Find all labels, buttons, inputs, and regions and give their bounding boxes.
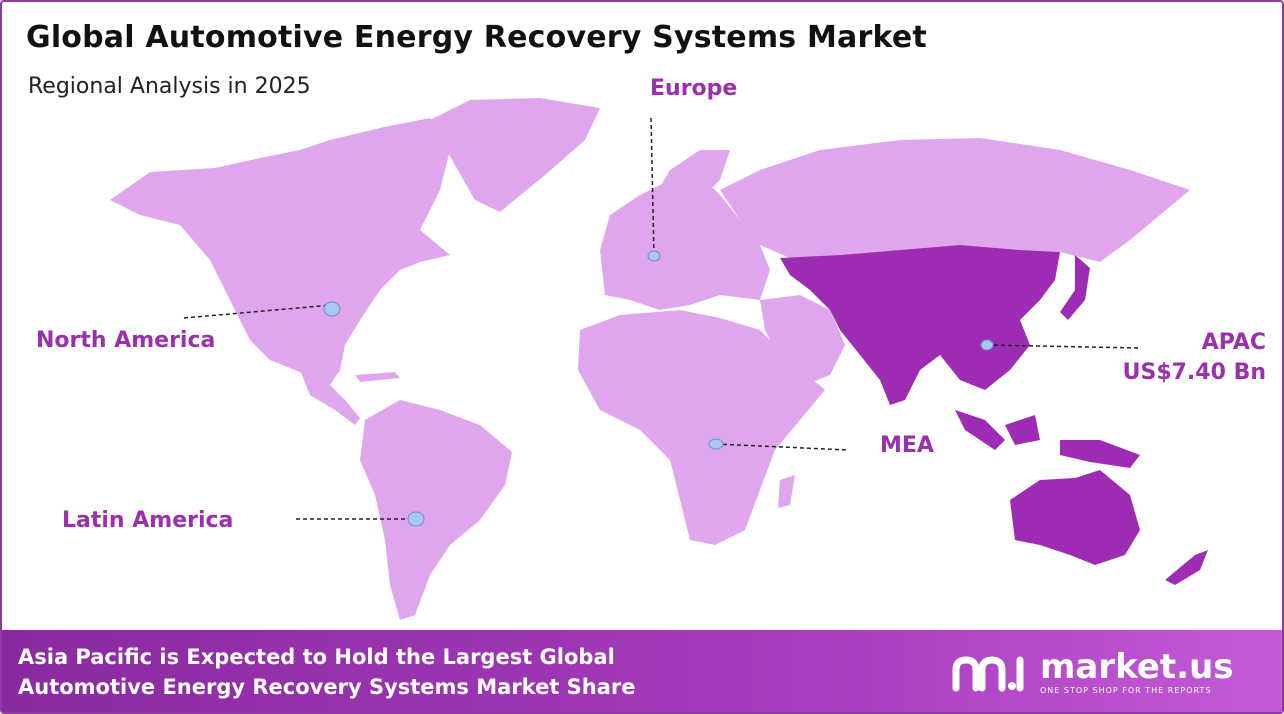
europe-landmass: [600, 175, 770, 310]
brand-logo: market.us ONE STOP SHOP FOR THE REPORTS: [950, 650, 1234, 695]
apac-label: APAC: [1201, 330, 1266, 355]
footer-text: Asia Pacific is Expected to Hold the Lar…: [18, 642, 636, 702]
footer-line-1: Asia Pacific is Expected to Hold the Lar…: [18, 645, 615, 669]
brand-tagline: ONE STOP SHOP FOR THE REPORTS: [1040, 686, 1212, 695]
latin-america-marker: [407, 511, 425, 527]
japan-landmass: [1060, 255, 1090, 320]
europe-label: Europe: [650, 76, 738, 101]
russia-landmass: [720, 138, 1190, 262]
north-america-label: North America: [36, 328, 216, 353]
market-us-logo-icon: [952, 655, 1024, 691]
asia-pacific-landmass: [780, 245, 1060, 405]
africa-landmass: [578, 310, 825, 545]
mea-leader-line: [715, 443, 849, 451]
mea-marker: [708, 438, 724, 450]
apac-marker: [980, 339, 994, 351]
page-title: Global Automotive Energy Recovery System…: [26, 20, 927, 55]
apac-label-group: APAC US$7.40 Bn: [1120, 328, 1266, 388]
page-subtitle: Regional Analysis in 2025: [28, 74, 311, 99]
madagascar-landmass: [778, 475, 795, 508]
caribbean-landmass: [355, 372, 400, 382]
europe-marker: [647, 250, 661, 262]
australia-landmass: [1010, 470, 1140, 565]
southeast-asia-landmass: [955, 410, 1140, 468]
middle-east-landmass: [760, 295, 845, 385]
apac-value: US$7.40 Bn: [1122, 360, 1266, 385]
new-zealand-landmass: [1165, 550, 1208, 585]
europe-leader-line: [650, 117, 655, 257]
north-america-marker: [323, 301, 341, 317]
apac-leader-line: [986, 344, 1141, 349]
central-america-landmass: [300, 370, 360, 425]
north-america-landmass: [110, 118, 450, 385]
uk-landmass: [610, 212, 630, 250]
scandinavia-landmass: [650, 150, 730, 220]
latin-america-label: Latin America: [62, 508, 234, 533]
north-america-leader-line: [183, 304, 333, 319]
footer-line-2: Automotive Energy Recovery Systems Marke…: [18, 675, 636, 699]
mea-label: MEA: [880, 433, 934, 458]
south-america-landmass: [360, 400, 512, 620]
greenland-landmass: [430, 98, 600, 212]
brand-name: market.us: [1040, 647, 1234, 687]
footer-banner: Asia Pacific is Expected to Hold the Lar…: [2, 630, 1282, 712]
